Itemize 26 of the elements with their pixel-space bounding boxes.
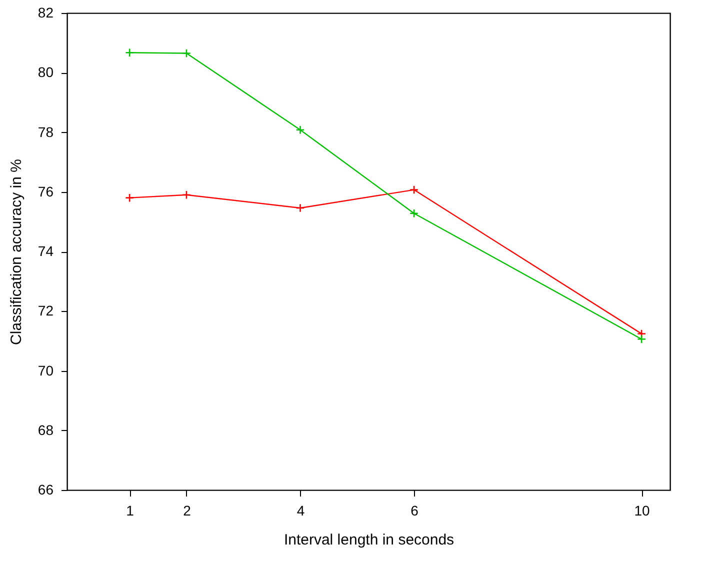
point	[637, 329, 646, 338]
x-tick-label: 1	[126, 502, 134, 518]
y-tick-label: 80	[38, 64, 54, 80]
point	[409, 185, 419, 194]
point	[182, 48, 191, 58]
point	[125, 48, 134, 58]
x-tick-label: 6	[410, 502, 419, 518]
point	[125, 193, 134, 202]
x-tick-label: 10	[634, 502, 650, 518]
y-axis-title: Classification accuracy in %	[8, 159, 25, 345]
point	[409, 208, 419, 218]
y-tick-label: 74	[38, 243, 54, 259]
point	[296, 125, 305, 134]
y-tick-label: 72	[38, 302, 54, 319]
y-tick-label: 76	[38, 183, 54, 200]
y-tick-label: 82	[38, 4, 54, 20]
y-tick-label: 78	[38, 124, 54, 140]
x-tick-label: 2	[183, 502, 192, 518]
point	[182, 190, 191, 200]
x-tick-label: 4	[296, 502, 305, 518]
point	[296, 203, 305, 212]
x-axis-title: Interval length in seconds	[284, 532, 454, 548]
y-tick-label: 66	[38, 482, 54, 498]
y-tick-label: 68	[38, 422, 54, 438]
point	[637, 334, 646, 344]
y-tick-label: 70	[38, 362, 54, 378]
